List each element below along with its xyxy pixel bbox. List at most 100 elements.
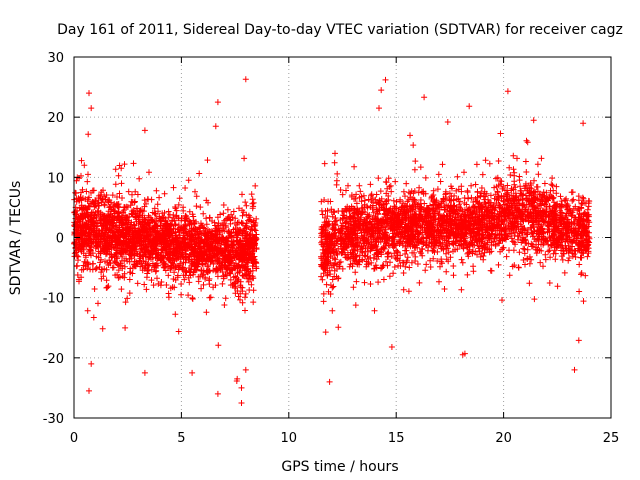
data-point <box>568 189 575 196</box>
data-point <box>165 294 172 301</box>
data-point <box>436 278 442 285</box>
data-point <box>170 225 177 232</box>
data-point <box>153 187 160 194</box>
data-point <box>186 279 193 286</box>
data-point <box>450 263 457 269</box>
data-point <box>178 291 185 298</box>
data-point <box>116 190 123 197</box>
data-point <box>402 251 409 257</box>
data-point <box>165 208 172 215</box>
data-point <box>99 325 106 332</box>
data-point <box>132 188 139 195</box>
data-point <box>172 311 179 318</box>
data-point <box>219 280 226 287</box>
data-point <box>230 208 237 215</box>
data-point <box>182 185 189 191</box>
data-point <box>163 282 170 288</box>
data-point <box>437 178 444 185</box>
data-point <box>197 204 204 211</box>
data-point <box>239 212 246 219</box>
data-point <box>334 170 341 177</box>
data-point <box>351 163 358 170</box>
data-point <box>252 182 259 189</box>
data-point <box>206 277 212 284</box>
data-point <box>458 286 465 293</box>
data-point <box>559 256 566 263</box>
data-point <box>402 193 408 200</box>
data-point <box>90 260 97 267</box>
data-point <box>375 279 382 286</box>
data-point <box>200 210 207 217</box>
data-point <box>511 178 518 185</box>
data-point <box>361 279 368 286</box>
data-point <box>82 252 89 259</box>
data-point <box>473 161 480 168</box>
data-point <box>220 202 227 208</box>
data-point <box>146 169 152 176</box>
data-point <box>356 182 363 189</box>
data-point <box>541 180 548 187</box>
data-point <box>578 271 584 278</box>
data-point <box>214 273 221 280</box>
data-point <box>161 190 168 197</box>
x-axis-label: GPS time / hours <box>281 459 398 475</box>
data-point <box>400 286 407 293</box>
data-point <box>248 281 255 288</box>
data-point <box>250 299 257 306</box>
data-point <box>103 277 110 284</box>
data-point <box>206 294 213 301</box>
data-point <box>154 275 160 282</box>
data-point <box>516 249 523 256</box>
data-point <box>134 280 141 287</box>
data-point <box>410 142 417 149</box>
data-point <box>239 191 245 198</box>
data-point <box>104 284 111 291</box>
data-point <box>130 207 137 213</box>
data-point <box>130 160 137 167</box>
data-point <box>242 199 249 206</box>
data-point <box>535 171 542 178</box>
data-point <box>422 267 429 274</box>
data-point <box>165 214 172 221</box>
data-point <box>143 274 150 281</box>
data-point <box>196 170 203 177</box>
data-point <box>156 194 163 201</box>
data-point <box>122 324 129 331</box>
data-point <box>205 262 212 269</box>
data-point <box>561 269 568 276</box>
data-point <box>510 152 517 159</box>
data-point <box>222 295 229 302</box>
data-point <box>333 177 340 184</box>
data-point <box>331 159 338 166</box>
data-point <box>533 184 540 190</box>
data-point <box>112 166 119 173</box>
data-point <box>84 178 91 185</box>
data-point <box>85 131 92 138</box>
chart-title: Day 161 of 2011, Sidereal Day-to-day VTE… <box>57 22 623 38</box>
data-point <box>205 199 211 206</box>
data-point <box>242 290 249 297</box>
data-point <box>557 193 564 200</box>
data-point <box>472 181 479 188</box>
data-point <box>243 202 250 209</box>
data-point <box>85 171 91 178</box>
data-point <box>231 285 238 292</box>
data-point <box>335 324 342 331</box>
data-point <box>204 157 211 164</box>
data-point <box>189 296 196 302</box>
data-point <box>495 158 502 164</box>
data-point <box>220 210 227 217</box>
data-point <box>84 307 91 314</box>
data-point <box>435 171 442 178</box>
data-point <box>176 195 183 202</box>
data-point <box>576 288 583 295</box>
data-point <box>242 294 248 301</box>
data-point <box>248 191 255 198</box>
data-point <box>320 298 327 305</box>
data-point <box>118 180 125 187</box>
data-point <box>115 172 122 179</box>
data-point <box>468 182 475 189</box>
data-point <box>185 177 192 184</box>
data-point <box>81 162 88 169</box>
